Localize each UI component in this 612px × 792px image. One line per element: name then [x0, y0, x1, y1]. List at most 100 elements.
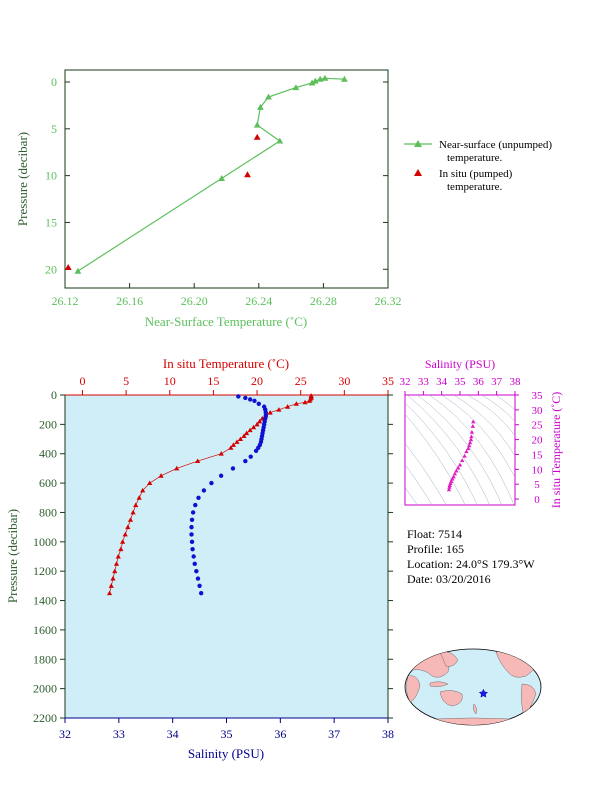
top-x-tick-label: 26.28 — [310, 294, 337, 308]
temperature-profile-point — [125, 524, 131, 530]
temperature-profile-point — [113, 561, 120, 566]
in-situ-temperature-point — [64, 264, 72, 270]
main-salinity-ticks: 32 33 34 35 36 37 38 — [59, 718, 394, 741]
ts-diagram-point — [466, 446, 471, 451]
temperature-profile-point — [130, 509, 136, 515]
salinity-profile-point — [218, 473, 224, 478]
top-x-axis-label: Near-Surface Temperature (˚C) — [145, 314, 307, 329]
salinity-profile-point — [191, 554, 196, 559]
temperature-profile-point — [112, 568, 118, 574]
main-salinity-tick-label: 37 — [328, 727, 340, 741]
temperature-profile-point — [250, 424, 257, 430]
main-y-axis-label: Pressure (decibar) — [5, 509, 20, 603]
temperature-salinity-profile-chart: 0 5 10 15 20 25 30 35 32 33 34 35 36 37 38 0 200 400 600… — [5, 356, 394, 761]
near-surface-temperature-point — [311, 77, 319, 84]
temperature-profile-point — [110, 575, 116, 581]
ts-diagram-point — [452, 471, 458, 476]
salinity-profile-point — [192, 561, 197, 567]
temperature-profile-point — [306, 398, 313, 403]
salinity-profile-point — [193, 502, 198, 508]
temperature-profile-point — [122, 531, 128, 537]
main-temperature-tick-label: 5 — [123, 374, 129, 388]
ts-diagram-point — [466, 443, 472, 448]
top-x-tick-label: 26.12 — [52, 294, 79, 308]
temperature-profile-point — [228, 445, 234, 450]
salinity-profile-point — [252, 398, 257, 404]
float-info: Float: 7514 Profile: 165 Location: 24.0°… — [407, 527, 535, 586]
temperature-profile-point — [218, 451, 224, 456]
temperature-profile-point — [106, 590, 113, 596]
legend-in-situ-label-2: temperature. — [447, 181, 503, 193]
salinity-profile-point — [198, 591, 204, 596]
main-pressure-tick-label: 600 — [39, 476, 57, 490]
temperature-profile-point — [302, 399, 308, 405]
main-temperature-tick-label: 10 — [164, 374, 176, 388]
top-x-ticks: 26.12 26.16 26.20 26.24 26.28 26.32 — [52, 283, 402, 308]
main-pressure-tick-label: 2200 — [33, 711, 57, 725]
ts-diagram-point — [470, 424, 476, 428]
ts-diagram-point — [455, 465, 461, 470]
main-pressure-tick-label: 1800 — [33, 652, 57, 666]
map-land-indonesia — [429, 681, 449, 687]
inset-temperature-tick-label: 10 — [532, 464, 544, 476]
main-temperature-tick-label: 35 — [382, 374, 394, 388]
inset-salinity-ticks: 32 33 34 35 36 37 38 — [400, 376, 521, 395]
salinity-profile-point — [256, 401, 261, 407]
salinity-profile-point — [189, 532, 194, 537]
near-surface-temperature-point — [265, 93, 272, 100]
temperature-profile-point — [241, 433, 247, 439]
inset-temperature-tick-label: 35 — [532, 390, 544, 402]
top-y-tick-label: 20 — [45, 262, 57, 276]
salinity-profile-point — [190, 510, 196, 515]
top-y-axis-label: Pressure (decibar) — [15, 132, 30, 226]
legend-near-surface-label-1: Near-surface (unpumped) — [439, 139, 552, 151]
main-plot-background — [65, 395, 388, 718]
density-contours — [405, 395, 515, 505]
temperature-profile-point — [257, 418, 263, 424]
inset-salinity-tick-label: 35 — [455, 376, 467, 388]
near-surface-temperature-point — [292, 84, 300, 91]
inset-salinity-tick-label: 33 — [418, 376, 430, 388]
main-temperature-axis-title: In situ Temperature (˚C) — [163, 356, 289, 371]
legend-near-surface-marker — [414, 140, 422, 147]
salinity-profile-point — [197, 583, 202, 589]
salinity-profile-point — [236, 394, 241, 399]
temperature-profile-point — [285, 404, 291, 409]
inset-salinity-tick-label: 34 — [436, 376, 448, 388]
near-surface-temperature-point — [253, 121, 261, 128]
inset-temperature-tick-label: 15 — [532, 449, 544, 461]
ts-diagram-point — [457, 462, 463, 467]
near-surface-temperature-point — [308, 79, 316, 86]
ts-diagram-inset: 32 33 34 35 36 37 38 0 5 10 15 20 25 30 35 Salinity (… — [400, 357, 564, 508]
main-pressure-tick-label: 1600 — [33, 623, 57, 637]
near-surface-temperature-point — [316, 75, 324, 82]
temperature-profile-point — [120, 539, 126, 544]
temperature-profile-point — [195, 458, 201, 464]
temperature-profile-point — [254, 421, 260, 427]
main-salinity-tick-label: 34 — [167, 727, 179, 741]
top-y-tick-label: 0 — [51, 75, 57, 89]
legend-in-situ-marker — [414, 169, 422, 176]
ts-diagram-point — [460, 458, 465, 463]
main-temperature-ticks: 0 5 10 15 20 25 30 35 — [79, 374, 394, 395]
inset-temperature-tick-label: 25 — [532, 420, 544, 432]
salinity-profile-point — [247, 397, 253, 402]
temperature-profile-point — [115, 553, 121, 559]
main-temperature-tick-label: 20 — [251, 374, 263, 388]
float-location-star-icon — [478, 688, 489, 698]
temperature-profile-point — [158, 473, 164, 478]
top-x-tick-label: 26.24 — [245, 294, 272, 308]
main-pressure-tick-label: 200 — [39, 417, 57, 431]
main-pressure-tick-label: 1200 — [33, 564, 57, 578]
temperature-profile-point — [230, 442, 237, 447]
top-y-tick-label: 10 — [45, 169, 57, 183]
salinity-profile-point — [209, 480, 214, 486]
legend-near-surface-label-2: temperature. — [447, 152, 503, 164]
temperature-profile-point — [174, 465, 180, 471]
near-surface-temperature-chart: 26.12 26.16 26.20 26.24 26.28 26.32 05101520 … — [15, 69, 402, 329]
main-salinity-axis-label: Salinity (PSU) — [188, 746, 264, 761]
inset-salinity-tick-label: 36 — [473, 376, 485, 388]
near-surface-temperature-point — [340, 75, 348, 82]
main-pressure-ticks: 0 200 400 600 800 1000 1200 1400 1600 1800 2000 220… — [33, 388, 393, 725]
map-land-new-zealand — [473, 703, 477, 715]
